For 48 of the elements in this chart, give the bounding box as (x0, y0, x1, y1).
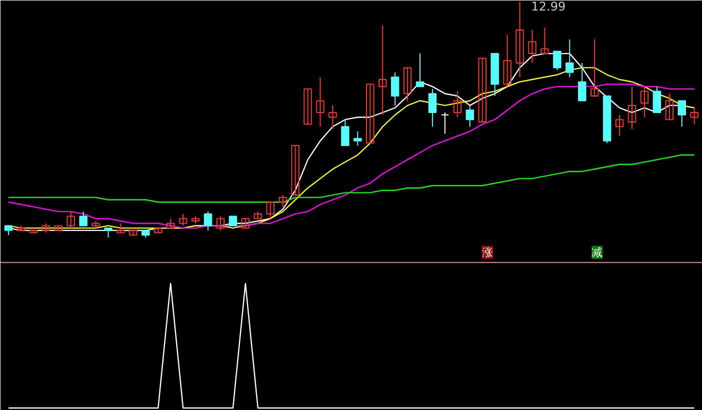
candlestick (390, 72, 400, 106)
candlestick (566, 38, 574, 78)
candlestick (341, 119, 350, 146)
candlestick (266, 202, 274, 220)
candlestick (42, 222, 50, 234)
candlestick (553, 50, 562, 71)
candlestick (440, 112, 450, 134)
candlestick (615, 114, 624, 137)
candlestick (453, 90, 462, 118)
candlestick (540, 27, 549, 54)
candlestick (278, 194, 287, 208)
candlestick (516, 1, 524, 78)
candlestick (678, 100, 686, 128)
candlestick (652, 86, 662, 114)
candlestick (628, 86, 636, 130)
candlestick (104, 228, 112, 238)
candlestick (416, 53, 424, 88)
candlestick (665, 93, 674, 120)
candlestick (204, 211, 212, 231)
candlestick (316, 76, 324, 128)
candlestick (478, 58, 486, 122)
candlestick (578, 62, 586, 102)
candlestick (228, 216, 238, 226)
candlestick (354, 130, 362, 146)
candlestick (79, 211, 88, 226)
candlestick (690, 107, 698, 125)
candlestick (428, 88, 437, 128)
candlestick (590, 38, 599, 97)
candlestick (304, 88, 312, 125)
candlestick (216, 216, 225, 231)
candlestick (366, 84, 374, 144)
candlestick (178, 213, 188, 226)
text: 减 (592, 246, 603, 259)
candlestick (66, 211, 75, 229)
candlestick (328, 104, 337, 130)
candlestick (291, 145, 300, 196)
candlestick (640, 86, 649, 118)
candlestick (466, 104, 474, 128)
candlestick (241, 218, 250, 229)
candlestick (116, 222, 125, 234)
text: 涨 (482, 246, 494, 259)
candlestick (4, 225, 13, 236)
candlestick (403, 67, 412, 102)
candlestick (503, 34, 512, 88)
annotation: 12.99 (531, 0, 566, 14)
candlestick (528, 29, 536, 64)
candlestick (378, 24, 387, 116)
candlestick (166, 218, 175, 229)
